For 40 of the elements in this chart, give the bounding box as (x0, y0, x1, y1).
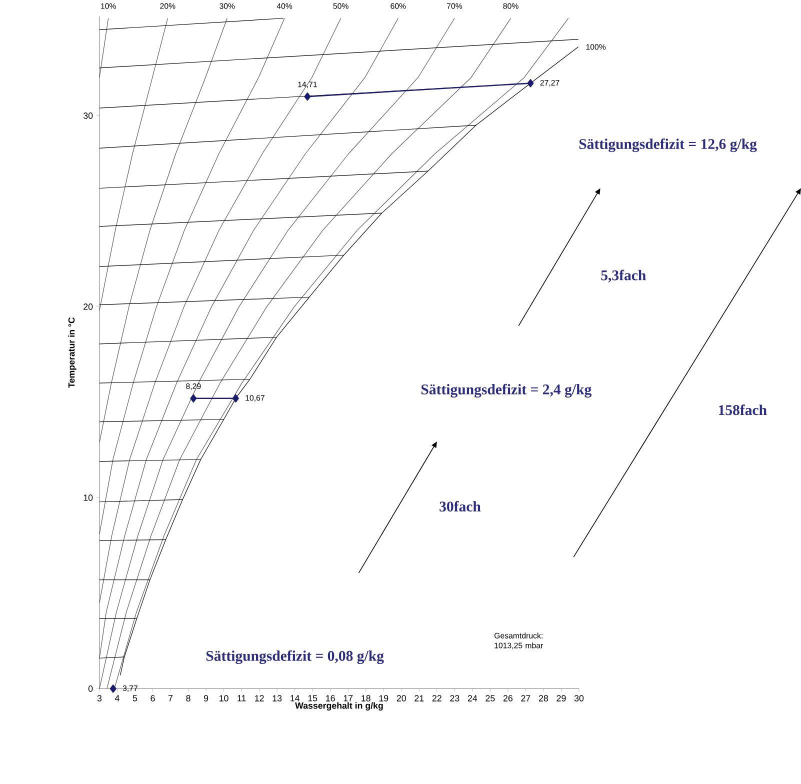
x-tick-label: 17 (344, 695, 353, 702)
y-tick-label: 10 (84, 494, 93, 501)
x-tick-label: 11 (238, 695, 246, 702)
x-tick-label: 7 (168, 695, 173, 702)
x-tick-label: 26 (503, 695, 512, 702)
x-tick-label: 13 (272, 695, 282, 702)
annotation: 30fach (440, 500, 481, 512)
x-tick-label: 25 (486, 695, 495, 702)
x-tick-label: 10 (220, 695, 228, 702)
x-tick-label: 5 (132, 695, 138, 702)
y-tick-label: 30 (83, 112, 93, 119)
x-axis-title: Wassergehalt in g/kg (295, 702, 383, 710)
x-tick-label: 4 (114, 695, 120, 702)
x-tick-label: 24 (468, 695, 478, 702)
x-tick-label: 21 (414, 695, 424, 702)
x-tick-label: 28 (538, 695, 548, 702)
x-tick-label: 8 (186, 695, 190, 702)
text: Sättigungsdefizit = 12,6 g/kg (579, 138, 757, 152)
annotation: Sättigungsdefizit = 0,08 g/kg (206, 650, 384, 664)
x-tick-label: 3 (97, 695, 102, 702)
y-axis-title: Temperatur in °C (68, 317, 76, 388)
x-tick-label: 6 (150, 695, 155, 702)
x-tick-label: 14 (290, 695, 300, 702)
x-tick-label: 12 (255, 695, 264, 702)
y-tick-label: 20 (84, 303, 93, 310)
x-tick-label: 30 (574, 695, 584, 702)
x-tick-label: 18 (362, 695, 370, 702)
x-tick-label: 27 (521, 695, 530, 702)
x-tick-label: 15 (308, 695, 318, 702)
text: 5,3fach (601, 270, 646, 282)
x-tick-label: 23 (450, 695, 460, 702)
x-tick-label: 9 (204, 695, 208, 702)
x-tick-label: 16 (326, 695, 335, 702)
annotation: Sättigungsdefizit = 2,4 g/kg (421, 384, 592, 398)
x-tick-label: 22 (432, 695, 442, 702)
text: 158fach (718, 404, 767, 415)
x-tick-label: 29 (556, 695, 566, 702)
x-tick-label: 20 (396, 695, 406, 702)
x-tick-label: 19 (379, 695, 388, 702)
y-tick-label: 0 (88, 685, 93, 692)
